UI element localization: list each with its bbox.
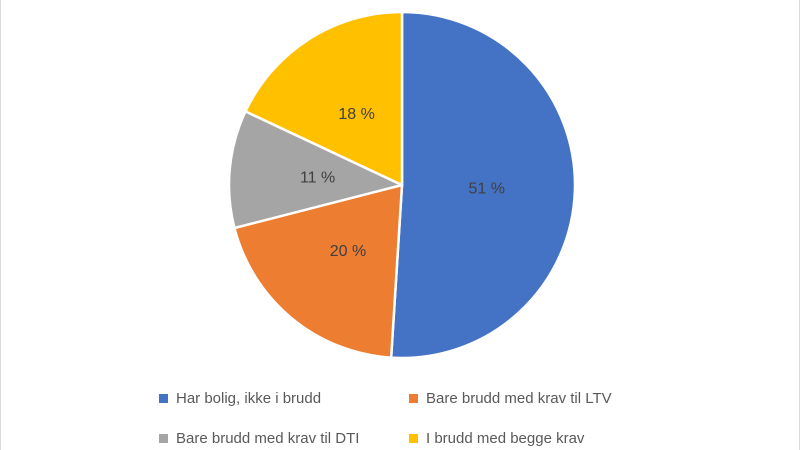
pie-slice-3 [244,10,404,187]
pie-data-label-1: 20 % [330,243,366,260]
legend-swatch-icon [159,433,168,443]
chart-legend: Har bolig, ikke i brudd Bare brudd med k… [159,388,612,448]
legend-item-bare-brudd-dti: Bare brudd med krav til DTI [159,430,409,447]
legend-swatch-icon [409,433,418,443]
legend-label: I brudd med begge krav [426,429,585,447]
legend-swatch-icon [159,393,168,403]
pie-chart: 51 % 20 % 11 % 18 % [227,10,577,360]
pie-slice-2 [227,110,404,230]
legend-item-bare-brudd-ltv: Bare brudd med krav til LTV [409,390,612,407]
legend-swatch-icon [409,393,418,403]
legend-item-har-bolig-ikke-i-brudd: Har bolig, ikke i brudd [159,390,409,407]
legend-label: Bare brudd med krav til LTV [426,389,612,407]
pie-data-label-0: 51 % [468,180,504,197]
pie-data-label-2: 11 % [300,170,335,187]
pie-slice-0 [389,10,577,360]
legend-label: Har bolig, ikke i brudd [176,389,322,407]
pie-slice-1 [233,183,404,359]
legend-label: Bare brudd med krav til DTI [176,429,360,447]
pie-data-label-3: 18 % [338,106,374,123]
legend-item-i-brudd-begge-krav: I brudd med begge krav [409,430,612,447]
